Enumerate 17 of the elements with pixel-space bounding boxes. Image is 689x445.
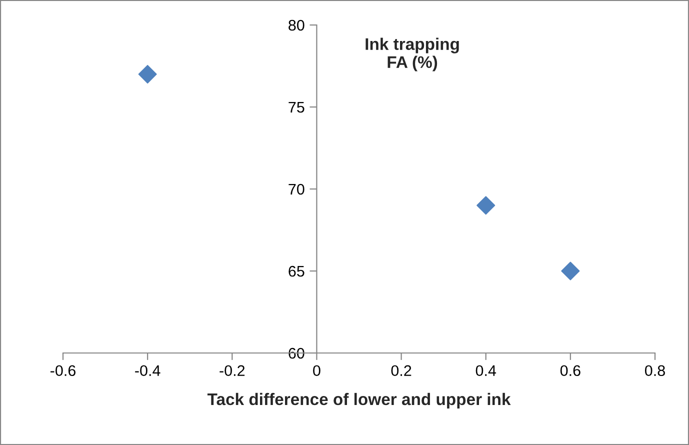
x-tick-label: -0.2 bbox=[220, 365, 245, 376]
y-tick-label: 70 bbox=[288, 184, 304, 195]
x-tick-label: 0 bbox=[313, 365, 320, 376]
point bbox=[561, 262, 580, 280]
x-tick-label: -0.4 bbox=[135, 365, 160, 376]
point bbox=[476, 196, 496, 215]
x-tick-label: -0.6 bbox=[50, 365, 76, 376]
y-axis-title: Ink trapping FA (%) bbox=[366, 38, 459, 72]
x-tick-label: 0.6 bbox=[560, 365, 580, 376]
x-tick-label: 0.2 bbox=[391, 365, 412, 376]
x-axis-title: Tack difference of lower and upper ink bbox=[207, 392, 511, 408]
x-tick-label: 0.8 bbox=[644, 365, 665, 376]
y-tick-label: 75 bbox=[288, 102, 304, 113]
point bbox=[138, 64, 157, 84]
y-tick-label: 80 bbox=[288, 20, 304, 31]
x-tick-label: 0.4 bbox=[476, 365, 496, 376]
y-tick-label: 65 bbox=[288, 266, 304, 277]
